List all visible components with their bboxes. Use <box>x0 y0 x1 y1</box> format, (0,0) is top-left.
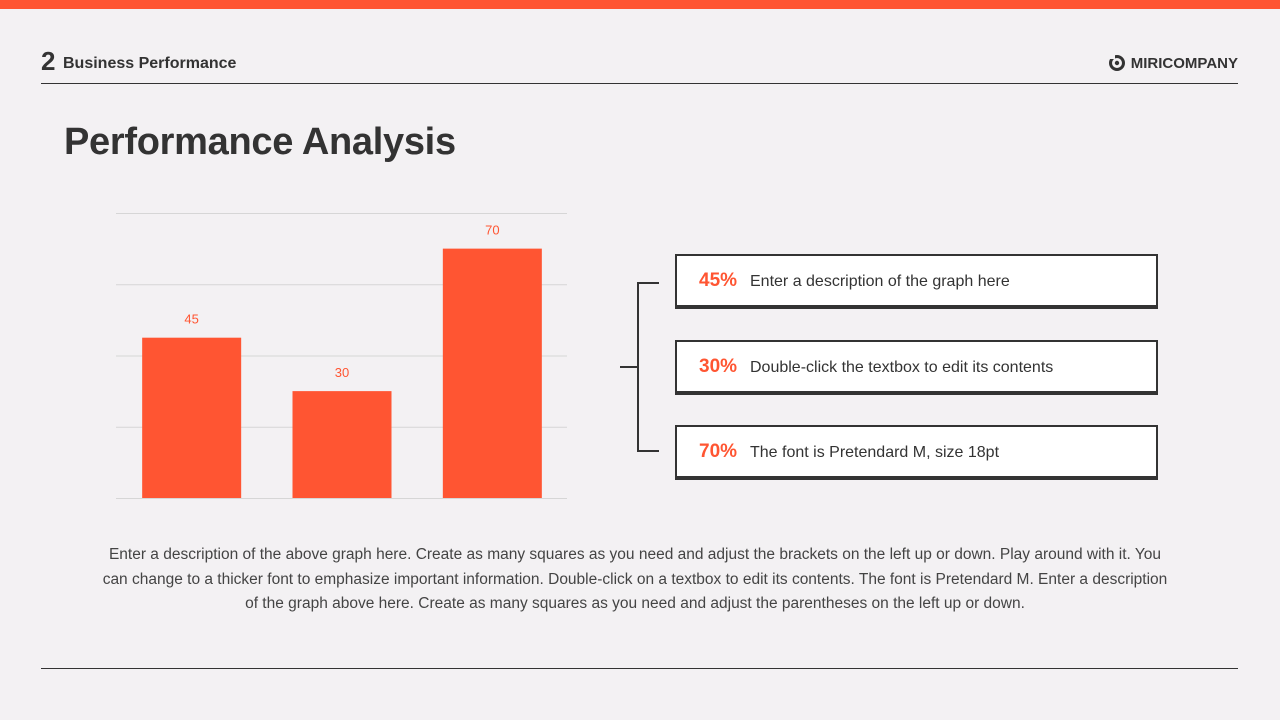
brand-name: MIRICOMPANY <box>1130 54 1238 72</box>
header: 2 Business Performance MIRICOMPANY <box>41 44 1238 84</box>
footer-divider <box>41 668 1238 669</box>
bar-chart: 45 30 70 <box>116 213 567 499</box>
page-title: Performance Analysis <box>64 121 456 163</box>
brand: MIRICOMPANY <box>1107 54 1238 72</box>
miricompany-logo-icon <box>1107 54 1125 71</box>
stat-card-3: 70% The font is Pretendard M, size 18pt <box>675 425 1158 480</box>
stat-card-2: 30% Double-click the textbox to edit its… <box>675 340 1158 395</box>
stat-percent: 70% <box>699 441 738 462</box>
section-label: Business Performance <box>63 55 237 72</box>
stat-text: The font is Pretendard M, size 18pt <box>750 444 1000 461</box>
bar-data-label: 70 <box>485 223 499 238</box>
bar <box>442 248 542 498</box>
bar <box>292 391 392 498</box>
stat-percent: 45% <box>699 270 738 291</box>
stat-text: Enter a description of the graph here <box>750 273 1010 290</box>
bar <box>142 337 242 498</box>
stat-percent: 30% <box>699 356 738 377</box>
bar-data-label: 45 <box>184 312 198 327</box>
description-text: Enter a description of the above graph h… <box>102 546 1168 612</box>
section-number: 2 <box>41 46 56 76</box>
stat-text: Double-click the textbox to edit its con… <box>750 359 1054 376</box>
bracket-connector <box>620 282 659 452</box>
top-accent-bar <box>0 0 1280 9</box>
stat-card-1: 45% Enter a description of the graph her… <box>675 254 1158 309</box>
bar-data-label: 30 <box>335 365 349 380</box>
